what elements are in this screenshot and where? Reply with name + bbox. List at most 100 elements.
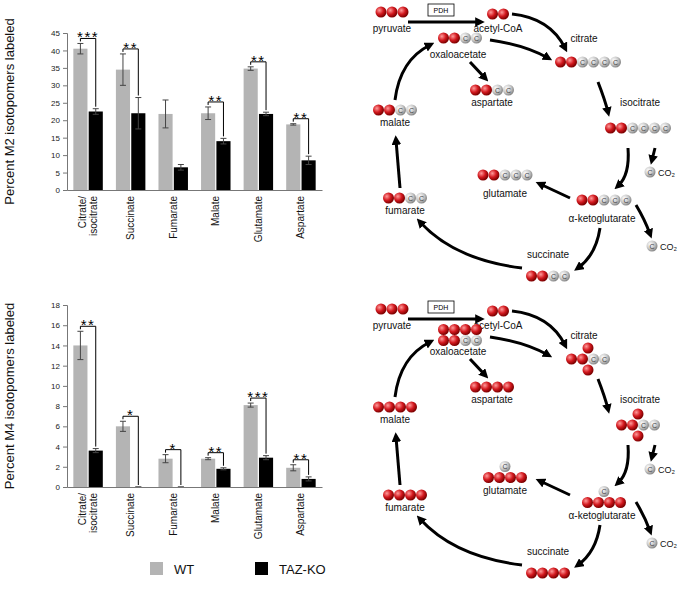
y-tick: 4 bbox=[56, 443, 67, 452]
carbon-label: C bbox=[408, 195, 413, 202]
carbon-circle bbox=[503, 382, 514, 393]
error-cap bbox=[306, 164, 312, 165]
labeled-carbon bbox=[566, 354, 577, 365]
y-tick-mark bbox=[63, 366, 67, 367]
carbon-circle bbox=[438, 335, 449, 346]
carbon-circle bbox=[487, 9, 498, 20]
labeled-carbon bbox=[627, 420, 638, 431]
labeled-carbon bbox=[478, 170, 489, 181]
labeled-carbon bbox=[555, 57, 566, 68]
metabolite-label: succinate bbox=[527, 546, 570, 557]
unlabeled-carbon: C bbox=[559, 271, 570, 282]
carbon-circle bbox=[373, 105, 384, 116]
carbon-circle bbox=[387, 304, 398, 315]
y-tick-label: 30 bbox=[51, 81, 60, 90]
carbon-circle bbox=[511, 170, 522, 181]
carbon-label: C bbox=[513, 172, 518, 179]
labeled-carbon bbox=[498, 9, 509, 20]
carbon-circle bbox=[599, 57, 610, 68]
metabolite: CCcitrate bbox=[566, 330, 610, 376]
error-bar bbox=[263, 112, 269, 115]
carbon-label: C bbox=[647, 169, 652, 176]
error-cap bbox=[77, 53, 83, 54]
unlabeled-carbon: C bbox=[588, 354, 599, 365]
carbon-circle bbox=[470, 85, 481, 96]
carbon-label: C bbox=[652, 125, 657, 132]
carbon-label: C bbox=[591, 59, 596, 66]
carbon-circle bbox=[566, 354, 577, 365]
carbon-circle bbox=[481, 85, 492, 96]
metabolite: Cglutamate bbox=[483, 461, 527, 496]
error-line bbox=[95, 449, 96, 453]
bar bbox=[89, 451, 103, 487]
labeled-carbon bbox=[384, 402, 395, 413]
carbon-circle bbox=[599, 354, 610, 365]
bar bbox=[216, 141, 230, 190]
arrow bbox=[490, 40, 548, 58]
carbon-circle bbox=[548, 271, 559, 282]
labeled-carbon bbox=[376, 7, 387, 18]
error-cap bbox=[220, 467, 226, 468]
labeled-carbon bbox=[616, 420, 627, 431]
labeled-carbon bbox=[384, 105, 395, 116]
y-axis-title: Percent M4 isotopomers labeled bbox=[2, 303, 17, 489]
carbon-circle bbox=[394, 193, 405, 204]
y-tick-label: 18 bbox=[51, 301, 60, 310]
y-tick-label: 2 bbox=[56, 463, 61, 472]
labeled-carbon bbox=[449, 324, 460, 335]
legend: WTTAZ-KO bbox=[150, 562, 326, 577]
unlabeled-carbon: C bbox=[471, 335, 482, 346]
unlabeled-carbon: C bbox=[599, 354, 610, 365]
carbon-circle bbox=[449, 335, 460, 346]
enzyme-label: PDH bbox=[434, 304, 449, 311]
arrow bbox=[636, 205, 650, 234]
metabolite: CCoxaloacetate bbox=[430, 33, 487, 61]
carbon-circle bbox=[460, 33, 471, 44]
metabolite: CCCCcitrate bbox=[555, 33, 621, 68]
carbon-circle bbox=[522, 170, 533, 181]
y-tick-mark bbox=[63, 33, 67, 34]
error-line bbox=[308, 477, 309, 481]
carbon-circle bbox=[566, 57, 577, 68]
metabolite: aspartate bbox=[470, 382, 514, 406]
labeled-carbon bbox=[494, 472, 505, 483]
x-tick-label: Fumarate bbox=[168, 493, 179, 536]
error-bar bbox=[93, 449, 99, 453]
legend-swatch bbox=[255, 562, 268, 575]
labeled-carbon bbox=[438, 335, 449, 346]
error-line bbox=[122, 421, 123, 431]
carbon-circle bbox=[384, 105, 395, 116]
carbon-circle bbox=[645, 464, 656, 475]
co2: CCO₂ bbox=[645, 167, 676, 178]
labeled-carbon bbox=[383, 193, 394, 204]
error-bar bbox=[135, 98, 141, 129]
carbon-circle bbox=[616, 420, 627, 431]
bar bbox=[259, 114, 273, 190]
y-tick-mark bbox=[63, 120, 67, 121]
legend-label: TAZ-KO bbox=[279, 562, 326, 577]
y-tick-mark bbox=[63, 426, 67, 427]
error-cap bbox=[205, 119, 211, 120]
carbon-circle bbox=[588, 195, 599, 206]
carbon-circle bbox=[405, 490, 416, 501]
carbon-circle bbox=[406, 402, 417, 413]
carbon-circle bbox=[638, 420, 649, 431]
carbon-circle bbox=[647, 241, 658, 252]
carbon-circle bbox=[526, 568, 537, 579]
labeled-carbon bbox=[394, 490, 405, 501]
carbon-label: C bbox=[641, 125, 646, 132]
error-bar bbox=[77, 331, 83, 359]
significance-bracket bbox=[80, 326, 95, 446]
x-axis-line bbox=[68, 190, 323, 191]
carbon-circle bbox=[492, 85, 503, 96]
carbon-circle bbox=[599, 486, 610, 497]
carbon-circle bbox=[492, 382, 503, 393]
error-cap bbox=[263, 115, 269, 116]
metabolite-label: oxaloacetate bbox=[430, 346, 487, 357]
carbon-circle bbox=[500, 170, 511, 181]
carbon-circle bbox=[647, 538, 658, 549]
carbon-circle bbox=[599, 195, 610, 206]
y-tick-mark bbox=[63, 447, 67, 448]
y-tick-mark bbox=[63, 155, 67, 156]
x-tick-label: Succinate bbox=[125, 196, 136, 240]
